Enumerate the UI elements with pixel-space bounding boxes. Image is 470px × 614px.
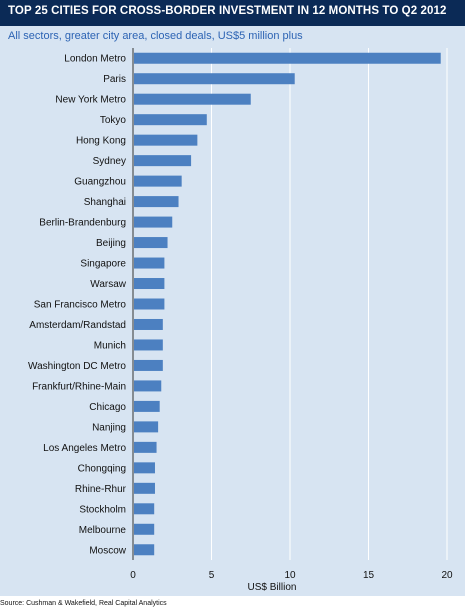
category-label: Moscow <box>89 545 126 556</box>
bar <box>134 175 182 187</box>
bar <box>134 134 198 146</box>
chart-title: TOP 25 CITIES FOR CROSS-BORDER INVESTMEN… <box>8 5 447 17</box>
category-label: Chongqing <box>78 463 126 474</box>
source-note: Source: Cushman & Wakefield, Real Capita… <box>0 600 167 607</box>
bar <box>134 359 163 371</box>
x-tick-label: 5 <box>209 570 215 581</box>
bar <box>134 298 165 310</box>
bar <box>134 441 157 453</box>
bar <box>134 155 192 167</box>
bar <box>134 421 159 433</box>
category-label: Los Angeles Metro <box>43 443 126 454</box>
category-label: Rhine-Rhur <box>75 484 127 495</box>
x-axis-title: US$ Billion <box>248 582 297 593</box>
category-label: Frankfurt/Rhine-Main <box>32 381 126 392</box>
category-labels: London Metro Paris New York Metro Tokyo Hong… <box>28 54 127 557</box>
category-label: Shanghai <box>84 197 126 208</box>
category-label: Warsaw <box>90 279 127 290</box>
category-label: Chicago <box>89 402 126 413</box>
bar <box>134 114 207 126</box>
category-label: Nanjing <box>92 422 126 433</box>
x-tick-labels: 0 5 10 15 20 <box>130 570 453 581</box>
bar <box>134 400 160 412</box>
x-tick-label: 10 <box>284 570 296 581</box>
bar <box>134 339 163 351</box>
bar <box>134 93 251 105</box>
x-tick-label: 20 <box>441 570 453 581</box>
category-label: Guangzhou <box>74 177 126 188</box>
bar <box>134 380 162 392</box>
category-label: Munich <box>94 340 126 351</box>
title-bar: TOP 25 CITIES FOR CROSS-BORDER INVESTMEN… <box>0 0 465 26</box>
category-label: Beijing <box>96 238 126 249</box>
bar <box>134 318 163 330</box>
category-label: Tokyo <box>100 115 127 126</box>
category-label: Singapore <box>80 259 126 270</box>
bar <box>134 73 295 85</box>
category-label: Washington DC Metro <box>28 361 126 372</box>
category-label: Paris <box>103 74 126 85</box>
category-label: Sydney <box>93 156 126 167</box>
chart-subtitle: All sectors, greater city area, closed d… <box>8 30 303 42</box>
x-tick-label: 0 <box>130 570 136 581</box>
bar <box>134 278 165 290</box>
bar <box>134 544 155 556</box>
bar <box>134 52 441 64</box>
category-label: San Francisco Metro <box>34 300 127 311</box>
category-label: Berlin-Brandenburg <box>39 218 126 229</box>
category-label: New York Metro <box>55 95 126 106</box>
category-label: Melbourne <box>79 525 127 536</box>
grid-lines <box>132 48 448 560</box>
bar <box>134 503 155 515</box>
category-label: Amsterdam/Randstad <box>29 320 126 331</box>
category-label: Stockholm <box>79 504 126 515</box>
bar <box>134 462 155 474</box>
bars <box>134 52 441 556</box>
bar <box>134 482 155 494</box>
category-label: London Metro <box>64 54 126 65</box>
bar <box>134 216 173 228</box>
x-tick-label: 15 <box>363 570 375 581</box>
bar-chart: London Metro Paris New York Metro Tokyo Hong… <box>28 48 453 593</box>
bar <box>134 196 179 208</box>
bar <box>134 237 168 249</box>
category-label: Hong Kong <box>76 136 126 147</box>
bar <box>134 523 155 535</box>
bar <box>134 257 165 269</box>
